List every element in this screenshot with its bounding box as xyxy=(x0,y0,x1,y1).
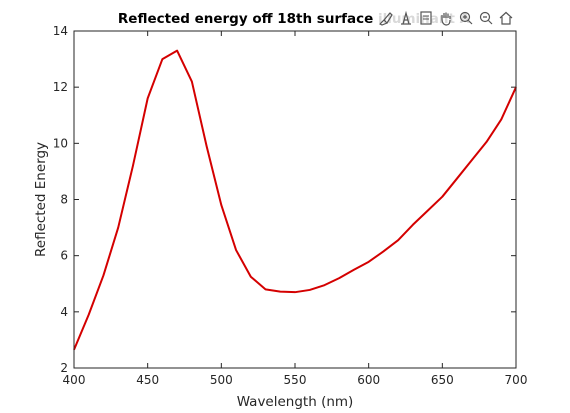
y-tick-label: 4 xyxy=(60,305,68,319)
zoom-in-icon[interactable] xyxy=(456,8,476,28)
y-tick-label: 8 xyxy=(60,193,68,207)
axis-ticks: 400 450 500 550 600 650 700 2 4 6 8 10 12 14 xyxy=(53,24,528,387)
y-tick-label: 2 xyxy=(60,361,68,375)
x-tick-label: 600 xyxy=(357,373,380,387)
pan-icon[interactable] xyxy=(436,8,456,28)
y-axis-label: Reflected Energy xyxy=(33,142,49,257)
brush-icon[interactable] xyxy=(376,8,396,28)
zoom-out-icon[interactable] xyxy=(476,8,496,28)
y-tick-label: 14 xyxy=(53,24,68,38)
x-tick-label: 650 xyxy=(431,373,454,387)
x-tick-label: 450 xyxy=(136,373,159,387)
home-icon[interactable] xyxy=(496,8,516,28)
data-tips-icon[interactable] xyxy=(396,8,416,28)
series-line xyxy=(73,49,517,351)
x-tick-label: 550 xyxy=(284,373,307,387)
x-tick-label: 400 xyxy=(63,373,86,387)
y-tick-label: 12 xyxy=(53,80,68,94)
x-axis-label: Wavelength (nm) xyxy=(237,394,354,410)
data-series xyxy=(73,49,517,351)
y-tick-label: 10 xyxy=(53,136,68,150)
y-tick-label: 6 xyxy=(60,249,68,263)
x-tick-label: 700 xyxy=(505,373,528,387)
plot-area xyxy=(74,31,516,368)
plot-frame xyxy=(73,30,517,369)
axes-toolbar xyxy=(376,8,516,28)
x-tick-label: 500 xyxy=(210,373,233,387)
data-cursor-icon[interactable] xyxy=(416,8,436,28)
